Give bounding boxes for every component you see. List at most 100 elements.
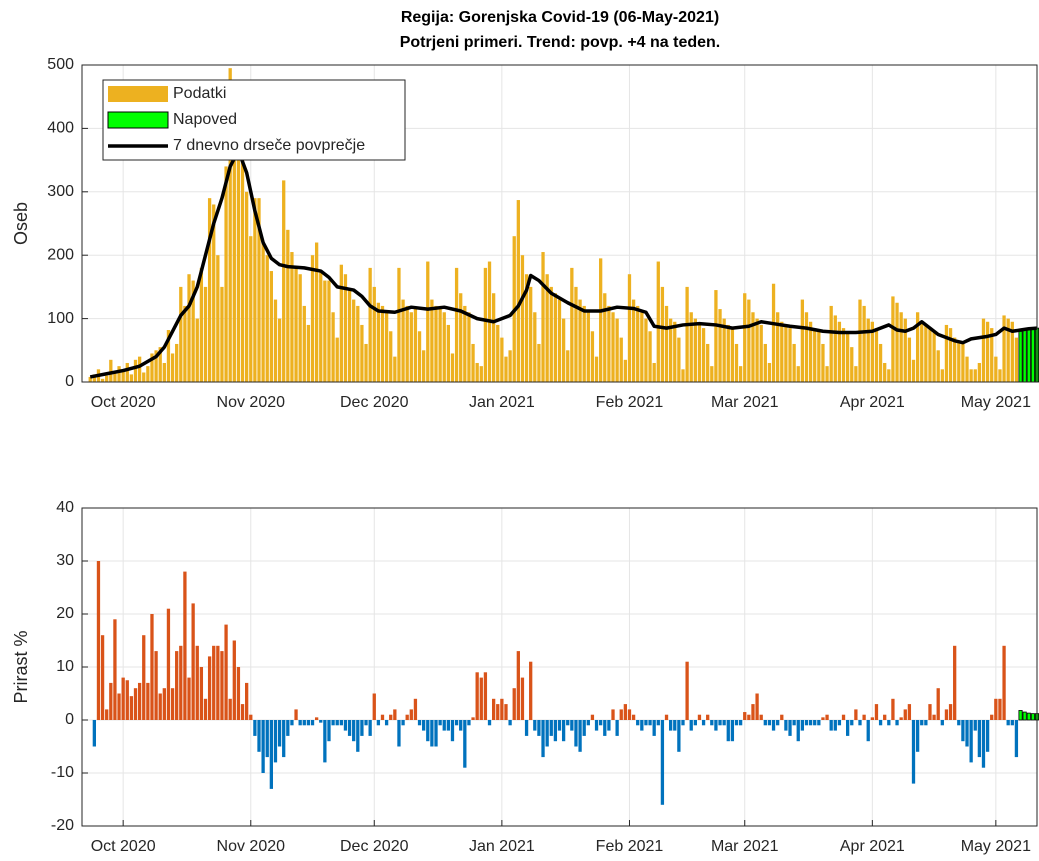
bar [504, 704, 508, 720]
bar [1002, 315, 1006, 382]
bar [627, 709, 632, 720]
bar [356, 305, 360, 382]
bar [751, 312, 755, 382]
bar [981, 720, 986, 768]
bar [302, 305, 306, 382]
bar [463, 720, 467, 768]
bar [129, 374, 134, 382]
bar [154, 350, 158, 382]
bar [438, 720, 442, 726]
bar [240, 704, 245, 720]
bar [253, 720, 257, 736]
bar [245, 191, 249, 382]
bar [874, 704, 879, 720]
bar [335, 720, 339, 726]
legend-swatch [107, 111, 169, 129]
bar [883, 714, 887, 720]
bar [401, 299, 405, 382]
bar [491, 293, 496, 382]
x-tick-label: May 2021 [961, 838, 1031, 855]
x-tick-label: Apr 2021 [840, 394, 905, 411]
bar [529, 286, 533, 382]
bar [286, 229, 290, 382]
bar [158, 693, 162, 720]
bar [323, 720, 327, 763]
bar [212, 204, 216, 382]
bar [883, 362, 887, 382]
bar [113, 619, 117, 720]
bar [767, 362, 772, 382]
bar [743, 293, 747, 382]
y-tick-label: 20 [56, 605, 74, 622]
bar [644, 720, 648, 726]
bar [450, 353, 455, 382]
bar [899, 717, 903, 720]
bar [673, 720, 677, 731]
x-tick-label: Jan 2021 [469, 838, 535, 855]
bar [434, 720, 438, 747]
bar [631, 714, 636, 720]
bar [944, 709, 949, 720]
bar [487, 720, 492, 726]
bar [590, 714, 595, 720]
bar [965, 720, 969, 747]
bar [121, 677, 125, 720]
bar [459, 293, 463, 382]
bar [277, 720, 282, 747]
bar [253, 198, 257, 382]
bar [726, 720, 730, 742]
x-tick-label: Feb 2021 [596, 394, 664, 411]
bar [693, 318, 697, 382]
bar [817, 331, 821, 382]
bar [105, 375, 109, 382]
bar [953, 337, 957, 382]
x-tick-label: Nov 2020 [217, 838, 286, 855]
bar [195, 318, 199, 382]
bar [306, 324, 311, 382]
bar [911, 359, 916, 382]
bar [553, 293, 558, 382]
bar [771, 720, 776, 731]
bar [520, 255, 525, 382]
bar [895, 302, 899, 382]
bar [319, 271, 323, 382]
bar [1022, 711, 1027, 721]
bar [615, 720, 619, 736]
bar [442, 312, 446, 382]
bar [483, 267, 488, 382]
x-tick-label: Oct 2020 [91, 394, 156, 411]
bar [693, 720, 697, 726]
bar [446, 720, 451, 731]
bar [932, 331, 936, 382]
bar [422, 720, 426, 731]
bar [422, 350, 426, 382]
bar [347, 290, 352, 382]
bar [911, 720, 916, 784]
bar [537, 720, 541, 736]
bar [928, 328, 932, 382]
bar [907, 337, 912, 382]
bar [969, 720, 973, 763]
bar [833, 720, 837, 731]
bar [541, 252, 545, 382]
bar [257, 720, 261, 752]
bar [656, 261, 660, 382]
bar [430, 720, 434, 747]
bar [615, 318, 619, 382]
bar [401, 720, 405, 726]
bar [977, 362, 982, 382]
bar [985, 720, 990, 752]
bar [837, 720, 842, 726]
y-tick-label: 30 [56, 552, 74, 569]
bar [483, 672, 488, 720]
bar [1030, 328, 1035, 383]
bar [170, 688, 175, 720]
bar [454, 267, 459, 382]
bar [792, 343, 796, 382]
bar [821, 717, 825, 720]
chart-title: Regija: Gorenjska Covid-19 (06-May-2021) [401, 9, 719, 26]
bar [352, 720, 356, 742]
bar [660, 720, 665, 805]
bar [611, 312, 615, 382]
x-tick-label: Mar 2021 [711, 394, 779, 411]
